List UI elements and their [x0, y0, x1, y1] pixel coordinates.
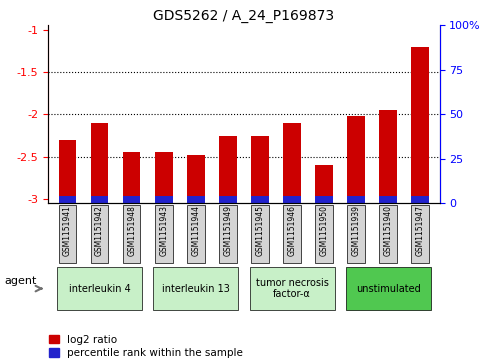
Bar	[123, 152, 141, 203]
Text: GSM1151949: GSM1151949	[223, 205, 232, 256]
Text: GSM1151941: GSM1151941	[63, 205, 72, 256]
Bar	[412, 196, 429, 203]
Bar	[91, 196, 108, 203]
Bar	[315, 196, 333, 203]
Bar	[380, 196, 397, 203]
Bar	[412, 46, 429, 203]
Bar	[283, 196, 301, 203]
Bar	[187, 196, 205, 203]
Bar	[123, 196, 141, 203]
Bar	[59, 140, 76, 203]
Text: GSM1151945: GSM1151945	[256, 205, 265, 256]
Text: agent: agent	[5, 276, 37, 286]
Bar	[155, 152, 172, 203]
Text: GSM1151939: GSM1151939	[352, 205, 361, 256]
Bar	[187, 155, 205, 203]
Bar	[219, 196, 237, 203]
Text: interleukin 13: interleukin 13	[162, 284, 230, 294]
Text: GSM1151946: GSM1151946	[287, 205, 297, 256]
Bar	[347, 196, 365, 203]
Legend: log2 ratio, percentile rank within the sample: log2 ratio, percentile rank within the s…	[49, 335, 243, 358]
Text: GSM1151942: GSM1151942	[95, 205, 104, 256]
Text: GSM1151948: GSM1151948	[127, 205, 136, 256]
Bar	[380, 110, 397, 203]
Text: GSM1151943: GSM1151943	[159, 205, 168, 256]
Bar	[155, 196, 172, 203]
Bar	[283, 123, 301, 203]
Bar	[315, 165, 333, 203]
Bar	[347, 116, 365, 203]
Text: unstimulated: unstimulated	[356, 284, 421, 294]
Text: GSM1151947: GSM1151947	[416, 205, 425, 256]
Bar	[59, 196, 76, 203]
Bar	[251, 135, 269, 203]
Bar	[251, 196, 269, 203]
Text: GSM1151950: GSM1151950	[320, 205, 328, 256]
Text: interleukin 4: interleukin 4	[69, 284, 130, 294]
Bar	[91, 123, 108, 203]
Title: GDS5262 / A_24_P169873: GDS5262 / A_24_P169873	[154, 9, 335, 23]
Text: GSM1151940: GSM1151940	[384, 205, 393, 256]
Text: tumor necrosis
factor-α: tumor necrosis factor-α	[256, 278, 328, 299]
Text: GSM1151944: GSM1151944	[191, 205, 200, 256]
Bar	[219, 135, 237, 203]
